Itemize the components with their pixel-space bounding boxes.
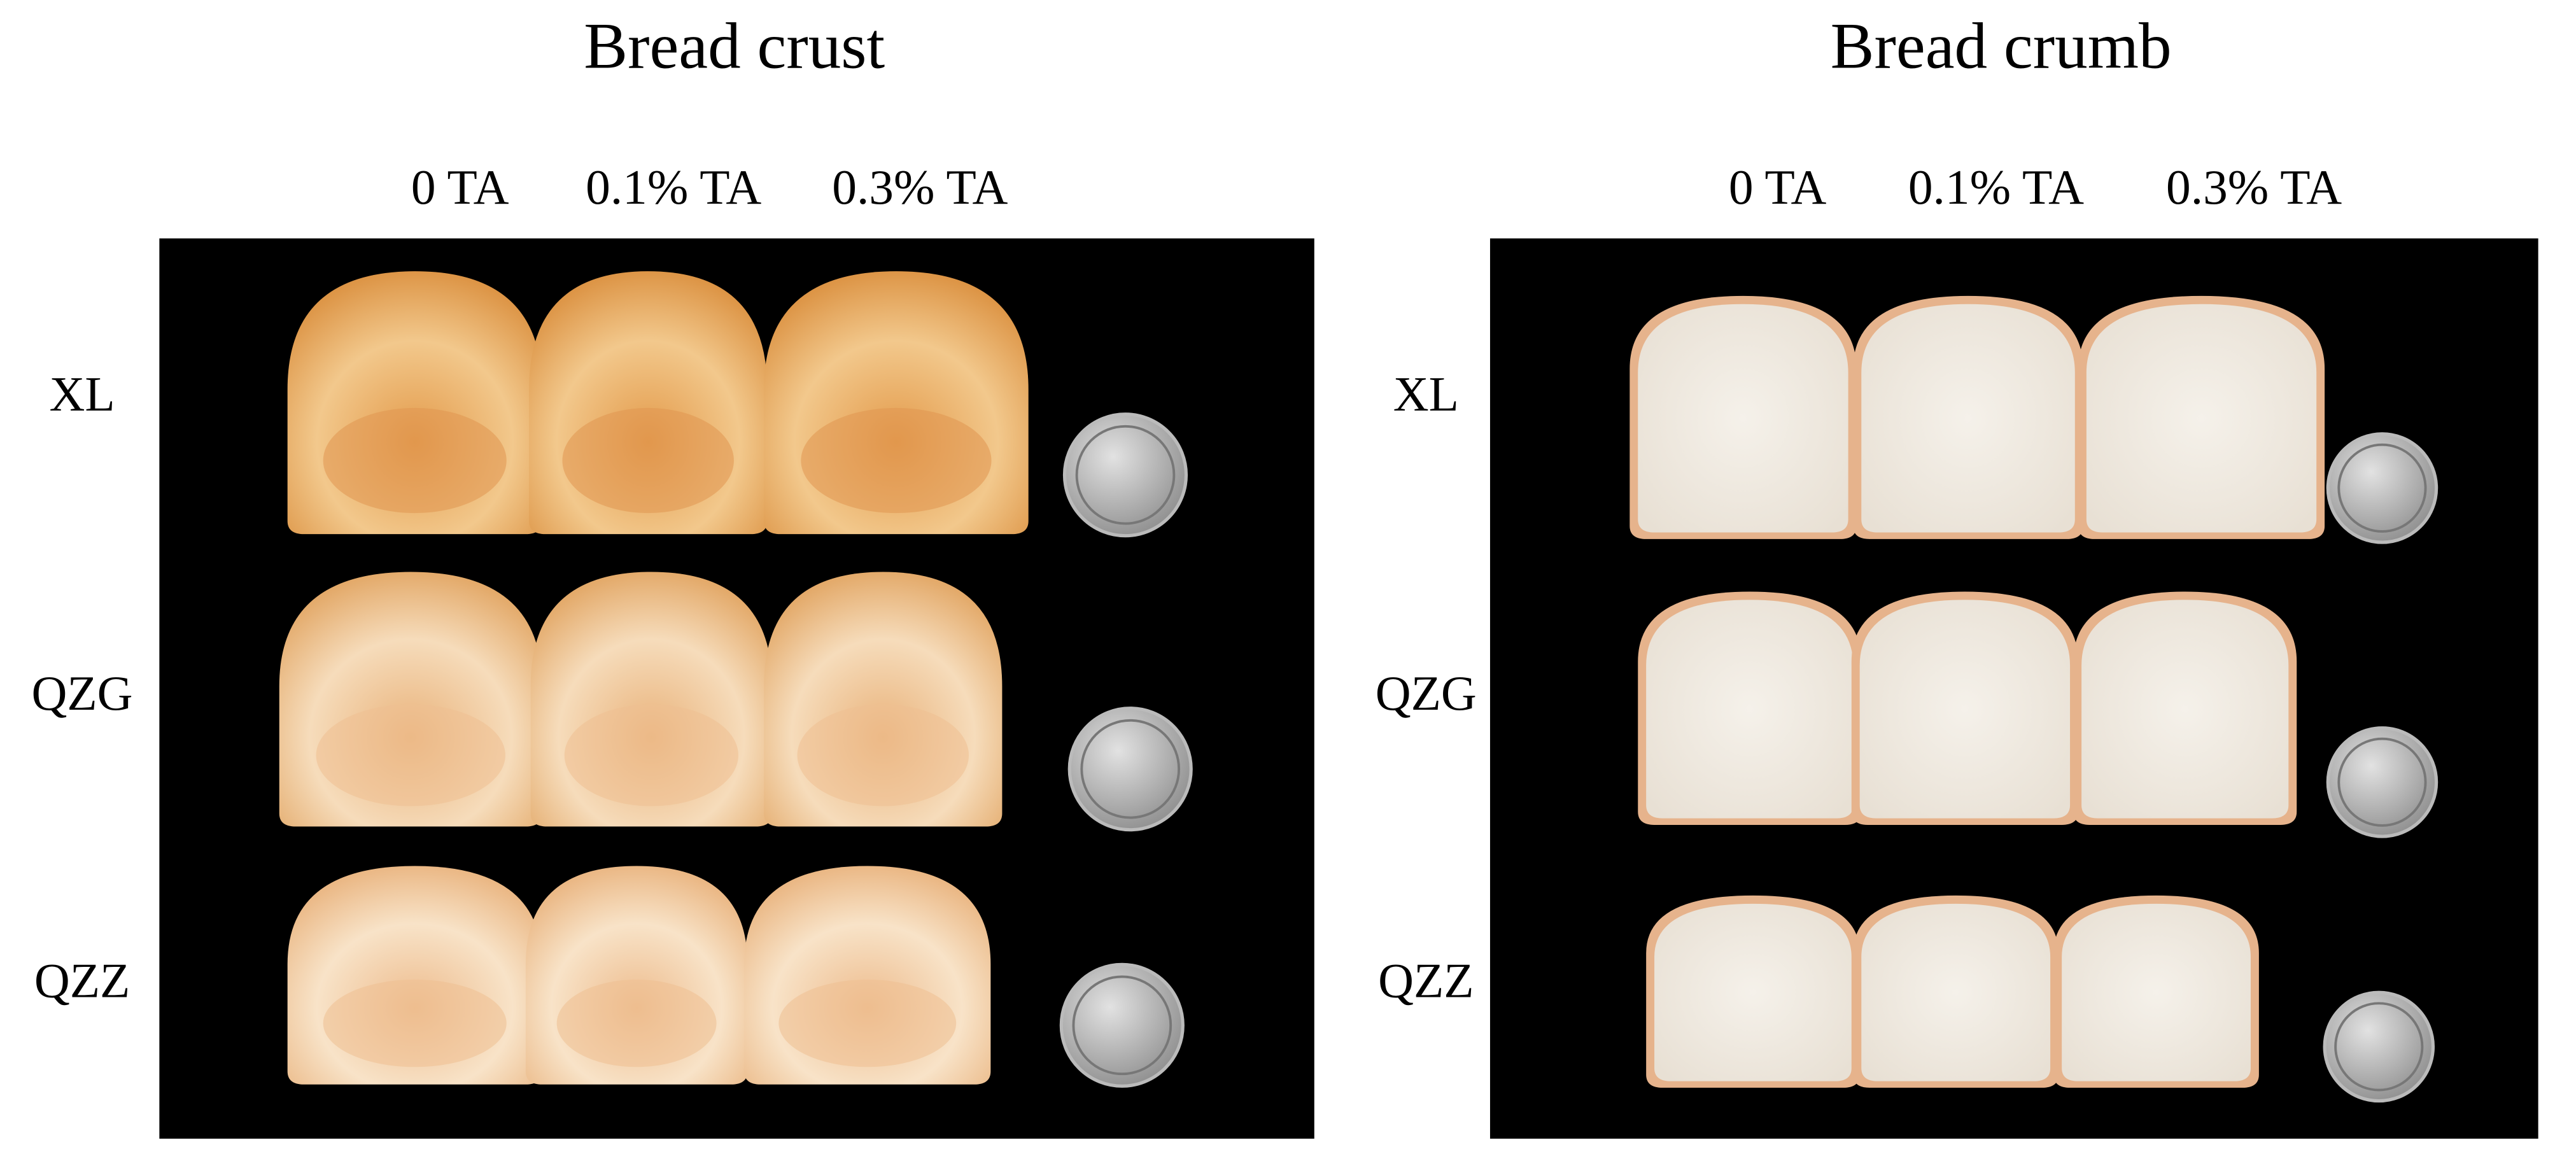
column-label: 0 TA — [411, 160, 509, 215]
bread-slice-crumb — [2086, 304, 2317, 533]
column-label: 0.3% TA — [832, 160, 1008, 215]
coin-rim — [1072, 975, 1172, 1076]
coin-rim — [1075, 425, 1176, 525]
loaf-side — [556, 979, 717, 1067]
row-label: QZG — [32, 666, 133, 721]
column-label: 0.1% TA — [586, 160, 761, 215]
bread-slice-crumb — [1638, 304, 1848, 533]
row-label: QZZ — [34, 953, 130, 1008]
bread-slice-crumb — [1654, 903, 1852, 1081]
bread-slice-crumb — [1861, 304, 2075, 533]
bread-slice-crumb — [2062, 903, 2251, 1081]
bread-slice-crumb — [2081, 600, 2289, 819]
panel-title: Bread crumb — [1831, 10, 2172, 83]
loaf-side — [778, 979, 957, 1067]
bread-slice-crumb — [1859, 600, 2071, 819]
row-label: QZZ — [1378, 953, 1474, 1008]
loaf-side — [562, 407, 734, 514]
column-label: 0.1% TA — [1908, 160, 2084, 215]
row-label: XL — [1393, 367, 1459, 421]
loaf-side — [801, 407, 992, 514]
row-label: QZG — [1376, 666, 1477, 721]
coin — [2326, 726, 2439, 838]
loaf-side — [797, 704, 969, 806]
coin-rim — [2337, 737, 2427, 827]
loaf-side — [323, 979, 507, 1067]
coin-rim — [2337, 443, 2427, 533]
loaf-side — [316, 704, 505, 806]
coin — [1059, 962, 1185, 1088]
column-label: 0.3% TA — [2166, 160, 2342, 215]
coin-rim — [1080, 719, 1181, 819]
loaf-side — [323, 407, 507, 514]
coin — [2326, 432, 2439, 544]
coin — [1062, 412, 1188, 538]
bread-slice-crumb — [1646, 600, 1854, 819]
coin-rim — [2334, 1002, 2424, 1092]
loaf-side — [564, 704, 738, 806]
row-label: XL — [49, 367, 115, 421]
panel-title: Bread crust — [584, 10, 885, 83]
coin — [1067, 707, 1193, 832]
bread-slice-crumb — [1861, 903, 2051, 1081]
coin — [2323, 990, 2435, 1103]
column-label: 0 TA — [1729, 160, 1827, 215]
